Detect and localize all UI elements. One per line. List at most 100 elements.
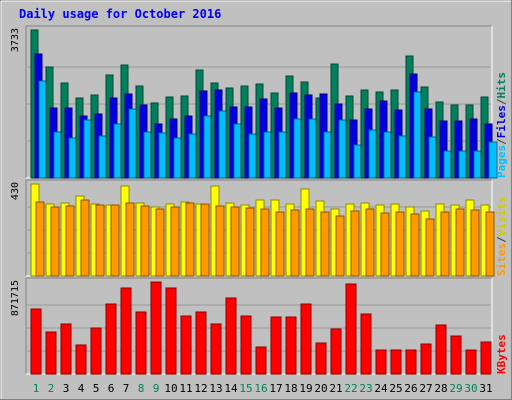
legend-text: Sites/Visits (495, 197, 508, 277)
bar-sites-day-2 (50, 206, 60, 277)
legend-item-separator: / (495, 138, 508, 145)
bar-kbytes-day-28 (435, 324, 447, 375)
day-label-11: 11 (179, 382, 192, 395)
panel-max-label: 871715 (10, 280, 21, 316)
bar-sites-day-23 (365, 208, 375, 277)
bar-kbytes-day-6 (105, 303, 117, 375)
day-label-21: 21 (329, 382, 342, 395)
chart-panels: 3733 430 871715 (10, 25, 498, 375)
bar-sites-day-9 (155, 208, 165, 277)
day-label-17: 17 (269, 382, 282, 395)
bar-sites-day-31 (485, 211, 495, 277)
bar-sites-day-26 (410, 213, 420, 277)
day-axis-labels: 1 2 3 4 5 6 7 8 9 10 11 12 13 14 15 16 17 18 19 20 21 22 23 24 2… (33, 382, 493, 395)
day-label-13: 13 (209, 382, 222, 395)
legend-text: Pages/Files/Hits (495, 72, 508, 178)
panel-visits: 430 (10, 179, 495, 277)
legend-kbytes: KBytes (495, 334, 508, 374)
bar-sites-day-25 (395, 211, 405, 277)
chart-title: Daily usage for October 2016 (19, 7, 221, 21)
bar-sites-day-4 (80, 199, 90, 277)
bar-kbytes-day-27 (420, 343, 432, 375)
bar-sites-day-18 (290, 209, 300, 277)
bar-kbytes-day-22 (345, 283, 357, 375)
day-label-22: 22 (344, 382, 357, 395)
day-label-6: 6 (108, 382, 115, 395)
legend-item-kbytes: KBytes (495, 334, 508, 374)
day-label-25: 25 (389, 382, 402, 395)
bar-kbytes-day-5 (90, 327, 102, 375)
bar-kbytes-day-7 (120, 287, 132, 375)
bar-sites-day-3 (65, 205, 75, 277)
legend-item-hits: Hits (495, 72, 508, 99)
day-label-7: 7 (123, 382, 130, 395)
day-label-30: 30 (464, 382, 477, 395)
day-label-8: 8 (138, 382, 145, 395)
day-label-15: 15 (239, 382, 252, 395)
bar-kbytes-day-20 (315, 342, 327, 375)
bar-sites-day-12 (200, 203, 210, 277)
bar-kbytes-day-23 (360, 313, 372, 375)
day-label-18: 18 (284, 382, 297, 395)
bar-kbytes-day-25 (390, 349, 402, 375)
bar-kbytes-day-13 (210, 323, 222, 375)
bar-sites-day-16 (260, 208, 270, 277)
legend-item-pages: Pages (495, 145, 508, 178)
bar-sites-day-20 (320, 211, 330, 277)
bar-kbytes-day-19 (300, 303, 312, 375)
bar-sites-day-24 (380, 212, 390, 277)
day-label-24: 24 (374, 382, 388, 395)
day-label-28: 28 (434, 382, 447, 395)
day-label-4: 4 (78, 382, 85, 395)
legend-item-separator: / (495, 236, 508, 243)
bar-kbytes-day-17 (270, 316, 282, 375)
bar-kbytes-day-30 (465, 349, 477, 375)
bar-sites-day-13 (215, 205, 225, 277)
bar-sites-day-14 (230, 206, 240, 277)
bar-kbytes-day-16 (255, 346, 267, 375)
bar-sites-day-10 (170, 206, 180, 277)
bar-sites-day-22 (350, 210, 360, 277)
bar-kbytes-day-15 (240, 315, 252, 375)
bar-kbytes-day-24 (375, 349, 387, 375)
day-label-29: 29 (449, 382, 462, 395)
bar-sites-day-8 (140, 205, 150, 277)
panel-max-label: 430 (10, 182, 21, 200)
day-label-31: 31 (479, 382, 492, 395)
bar-kbytes-day-21 (330, 328, 342, 375)
bar-sites-day-21 (335, 215, 345, 277)
bar-sites-day-19 (305, 208, 315, 277)
legend-item-separator: / (495, 98, 508, 105)
day-label-16: 16 (254, 382, 267, 395)
bar-kbytes-day-26 (405, 349, 417, 375)
legend-visits: Sites/Visits (495, 197, 508, 277)
day-label-2: 2 (48, 382, 55, 395)
bar-sites-day-17 (275, 211, 285, 277)
bar-kbytes-day-18 (285, 316, 297, 375)
bar-kbytes-day-2 (45, 331, 57, 375)
legend-item-files: Files (495, 105, 508, 138)
panel-kbytes: 871715 (10, 277, 493, 375)
day-label-26: 26 (404, 382, 417, 395)
day-label-19: 19 (299, 382, 312, 395)
legend-item-sites: Sites (495, 243, 508, 276)
panel-max-label: 3733 (10, 28, 21, 52)
bar-sites-day-29 (455, 208, 465, 277)
legend-item-visits: Visits (495, 197, 508, 237)
bar-kbytes-day-10 (165, 287, 177, 375)
panel-hits: 3733 (10, 25, 498, 179)
bar-kbytes-day-1 (30, 308, 42, 375)
day-label-14: 14 (224, 382, 238, 395)
bar-sites-day-6 (110, 204, 120, 277)
bar-kbytes-day-29 (450, 335, 462, 375)
bar-sites-day-1 (35, 201, 45, 277)
day-label-3: 3 (63, 382, 70, 395)
day-label-9: 9 (153, 382, 160, 395)
legend-hits: Pages/Files/Hits (495, 72, 508, 178)
day-label-5: 5 (93, 382, 100, 395)
bar-sites-day-15 (245, 207, 255, 277)
day-label-1: 1 (33, 382, 40, 395)
bar-kbytes-day-14 (225, 297, 237, 375)
bar-kbytes-day-12 (195, 311, 207, 375)
